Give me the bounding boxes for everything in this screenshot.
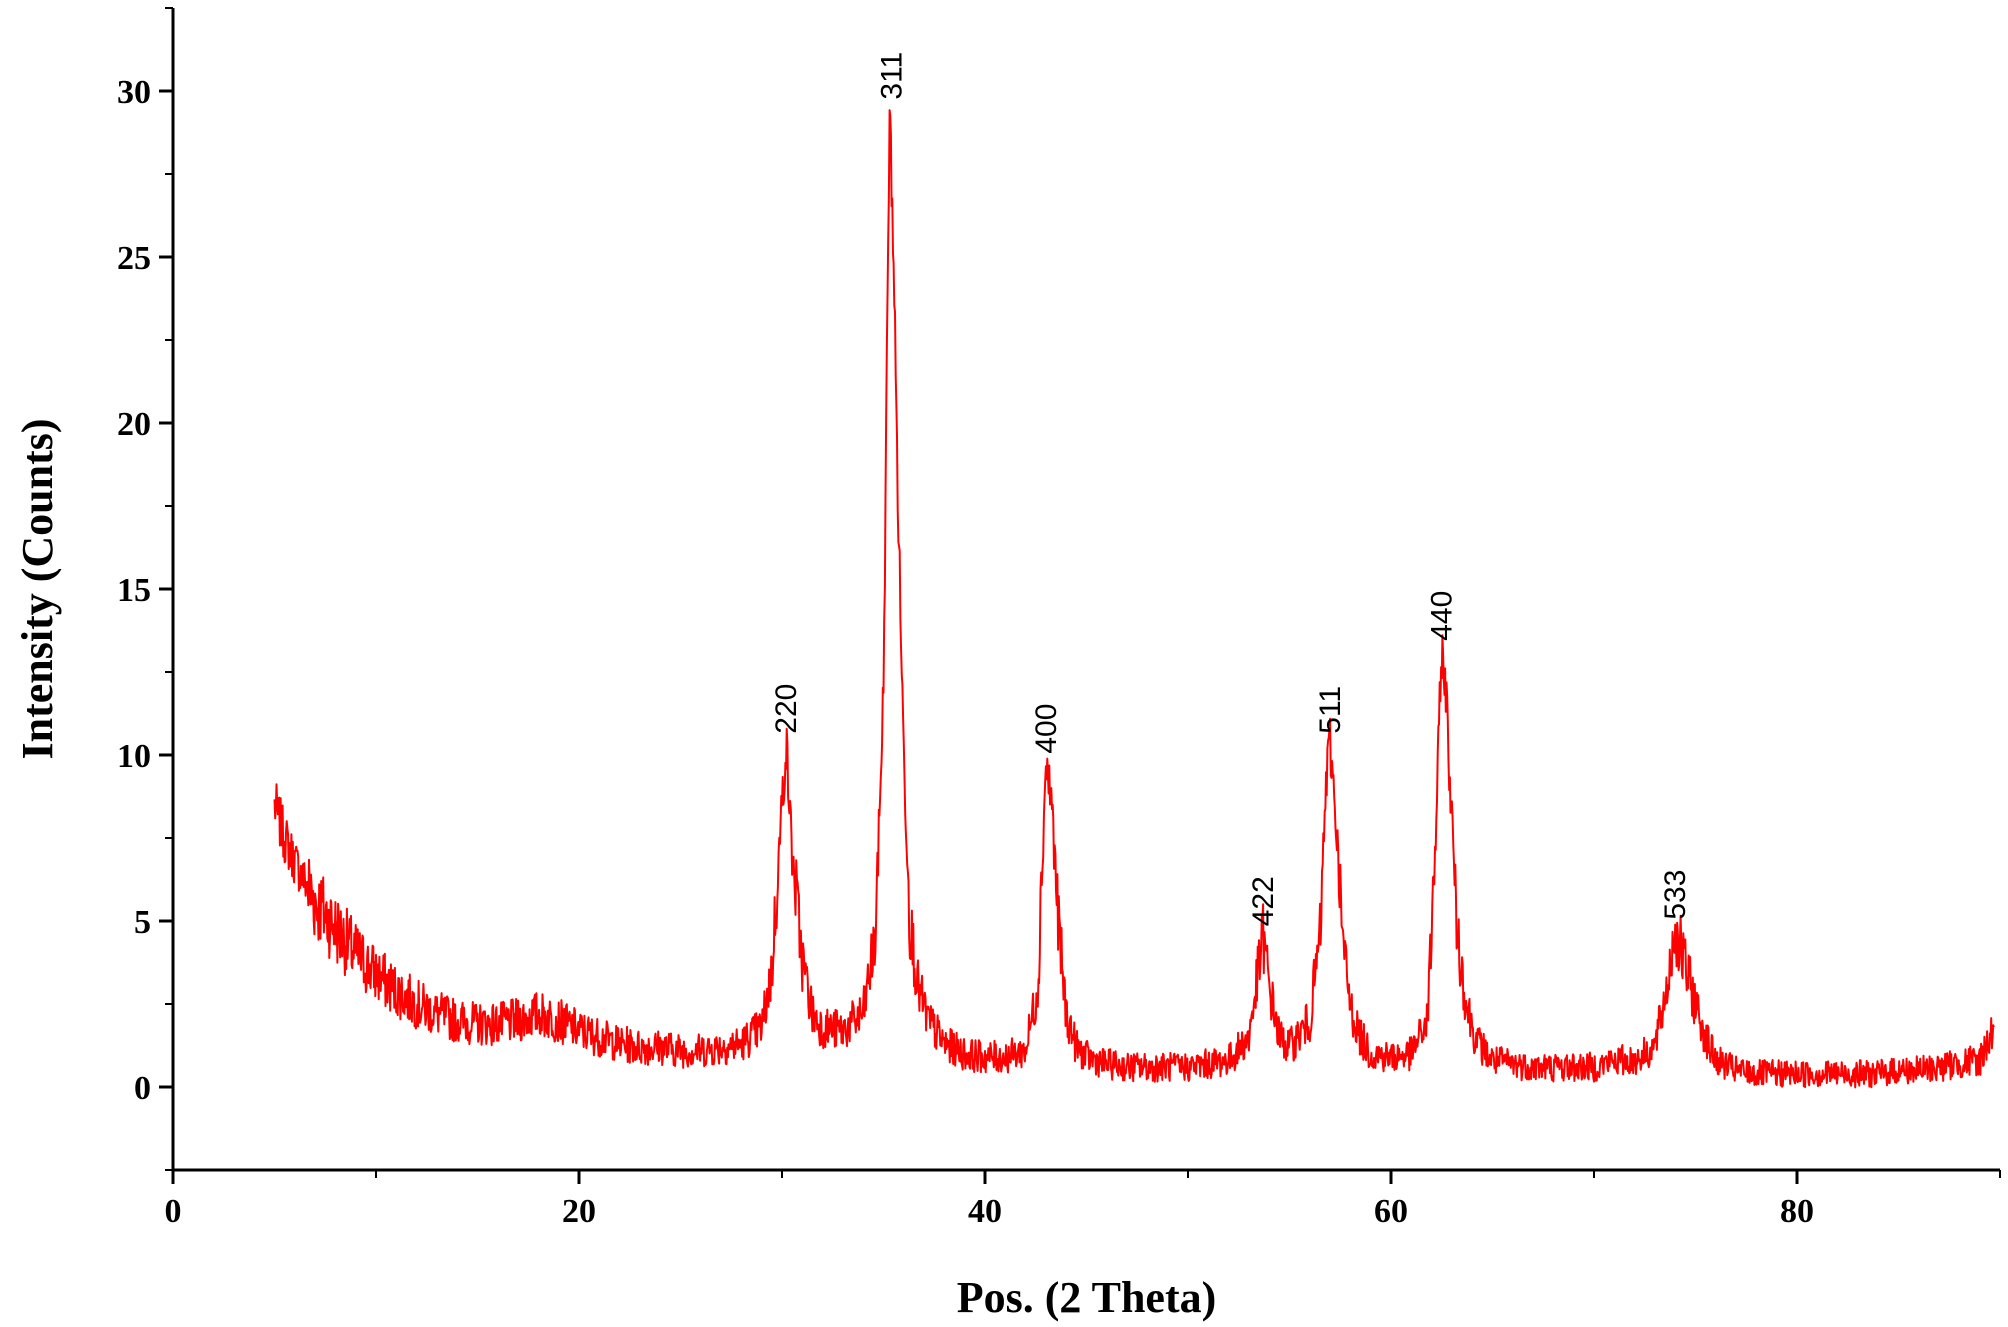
axes-group: 0 5 10 15 20 25 30 0 20 40 60 80 (117, 7, 2001, 1230)
y-tick-label: 20 (117, 406, 151, 443)
y-tick-label: 0 (134, 1070, 151, 1107)
y-tick-label: 25 (117, 240, 151, 277)
x-tick-label: 80 (1780, 1193, 1814, 1230)
peak-label-400: 400 (1030, 704, 1063, 754)
peak-label-220: 220 (770, 684, 803, 734)
y-tick-label: 30 (117, 74, 151, 111)
peak-label-533: 533 (1659, 870, 1692, 920)
series-line-0 (273, 109, 1995, 1089)
x-tick-label: 40 (968, 1193, 1002, 1230)
x-axis-title: Pos. (2 Theta) (957, 1273, 1217, 1322)
series-group (273, 109, 1995, 1089)
peak-label-422: 422 (1247, 876, 1280, 926)
y-axis-title: Intensity (Counts) (13, 418, 62, 759)
x-tick-label: 20 (562, 1193, 596, 1230)
x-tick-label: 0 (165, 1193, 182, 1230)
x-tick-label: 60 (1374, 1193, 1408, 1230)
peak-annotations: 220 311 400 422 511 440 533 (770, 52, 1692, 927)
peak-label-511: 511 (1314, 686, 1347, 734)
peak-label-440: 440 (1426, 591, 1459, 641)
peak-label-311: 311 (876, 52, 909, 100)
y-tick-label: 15 (117, 572, 151, 609)
y-tick-label: 5 (134, 904, 151, 941)
y-tick-label: 10 (117, 738, 151, 775)
